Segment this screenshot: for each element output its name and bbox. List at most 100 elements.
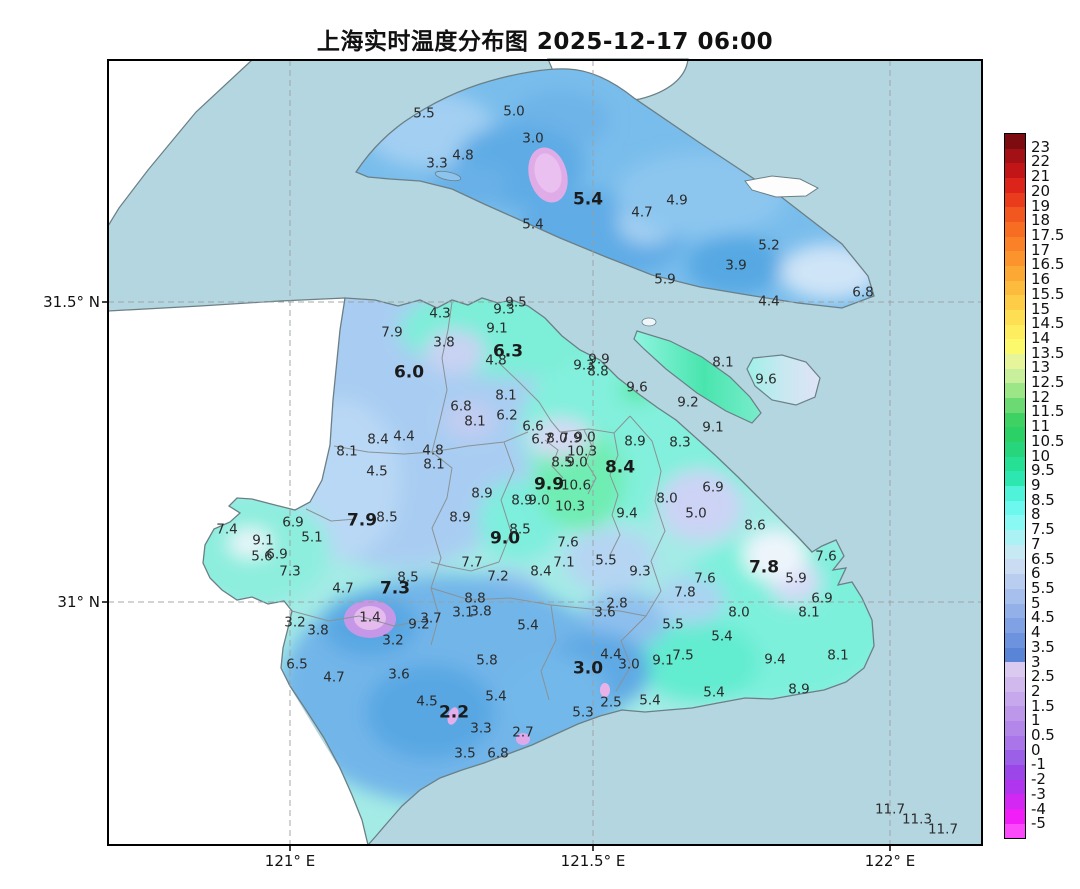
station-temp-value: 1.4 bbox=[359, 609, 381, 626]
colorbar-segment bbox=[1005, 500, 1025, 516]
station-temp-value: 8.1 bbox=[464, 413, 486, 430]
colorbar-tick-label: 3 bbox=[1031, 652, 1041, 671]
station-temp-value: 6.8 bbox=[450, 398, 472, 415]
station-temp-value: 7.7 bbox=[461, 554, 483, 571]
station-temp-value: 7.8 bbox=[748, 557, 780, 578]
station-temp-value: 11.3 bbox=[901, 811, 933, 828]
colorbar-tick-label: 13 bbox=[1031, 358, 1051, 377]
colorbar-tick-label: 1.5 bbox=[1031, 696, 1055, 715]
station-temp-value: 5.4 bbox=[517, 617, 539, 634]
colorbar-segment bbox=[1005, 632, 1025, 648]
pink-dot-2 bbox=[516, 733, 530, 745]
colorbar-segment bbox=[1005, 222, 1025, 237]
hengsha-island bbox=[746, 354, 821, 406]
colorbar-segment bbox=[1005, 574, 1025, 589]
colorbar-segment bbox=[1005, 706, 1025, 721]
colorbar-tick-label: 11.5 bbox=[1031, 402, 1065, 421]
colorbar-tick-label: 8 bbox=[1031, 505, 1041, 524]
station-temp-value: 5.9 bbox=[654, 271, 676, 288]
station-temp-value: 6.9 bbox=[702, 479, 724, 496]
station-temp-value: 5.0 bbox=[503, 103, 525, 120]
station-temp-value: 6.6 bbox=[522, 418, 544, 435]
station-temp-value: 8.0 bbox=[728, 604, 750, 621]
colorbar-tick-label: -1 bbox=[1031, 755, 1046, 774]
colorbar-segment bbox=[1005, 427, 1025, 443]
colorbar-tick-label: 16 bbox=[1031, 270, 1051, 289]
plot-border bbox=[107, 59, 983, 846]
coastline-northwest bbox=[107, 59, 253, 227]
colorbar-tick-label: 22 bbox=[1031, 152, 1051, 171]
colorbar-segment bbox=[1005, 383, 1025, 399]
station-temp-value: 4.7 bbox=[332, 580, 354, 597]
station-temp-value: 7.5 bbox=[672, 647, 694, 664]
colorbar bbox=[1004, 133, 1026, 839]
station-temp-value: 7.3 bbox=[279, 563, 301, 580]
station-temp-value: 5.4 bbox=[485, 688, 507, 705]
station-temp-value: 4.8 bbox=[422, 442, 444, 459]
station-temp-value: 9.9 bbox=[588, 351, 610, 368]
station-temp-value: 5.8 bbox=[476, 652, 498, 669]
colorbar-tick-label: 23 bbox=[1031, 137, 1051, 156]
station-temp-value: 3.0 bbox=[572, 658, 604, 679]
land-outside-northwest bbox=[108, 60, 252, 226]
station-temp-value: 8.9 bbox=[471, 485, 493, 502]
colorbar-segment bbox=[1005, 779, 1025, 795]
station-temp-value: 8.8 bbox=[464, 590, 486, 607]
station-temp-value: 8.0 bbox=[656, 490, 678, 507]
station-temp-value: 3.8 bbox=[470, 603, 492, 620]
colorbar-segment bbox=[1005, 647, 1025, 663]
colorbar-tick-label: 17 bbox=[1031, 240, 1051, 259]
colorbar-segment bbox=[1005, 236, 1025, 252]
station-temp-value: 4.4 bbox=[600, 646, 622, 663]
colorbar-tick-label: -2 bbox=[1031, 770, 1046, 789]
colorbar-segment bbox=[1005, 324, 1025, 340]
colorbar-tick-label: 15.5 bbox=[1031, 284, 1065, 303]
station-temp-value: 3.9 bbox=[725, 257, 747, 274]
colorbar-segment bbox=[1005, 808, 1025, 824]
land-outside-west bbox=[108, 298, 368, 845]
station-temp-value: 8.1 bbox=[495, 387, 517, 404]
colorbar-segment bbox=[1005, 750, 1025, 765]
station-temp-value: 5.9 bbox=[785, 570, 807, 587]
pink-dot-1 bbox=[600, 683, 610, 697]
station-temp-value: 2.7 bbox=[512, 724, 534, 741]
station-temp-value: 3.7 bbox=[420, 610, 442, 627]
station-temp-value: 3.2 bbox=[284, 614, 306, 631]
station-temp-value: 9.1 bbox=[652, 652, 674, 669]
station-temp-value: 8.1 bbox=[336, 443, 358, 460]
station-temp-value: 3.2 bbox=[382, 632, 404, 649]
station-temp-value: 4.7 bbox=[323, 669, 345, 686]
station-temp-value: 5.4 bbox=[522, 216, 544, 233]
colorbar-tick-label: 5.5 bbox=[1031, 578, 1055, 597]
colorbar-tick-label: 2.5 bbox=[1031, 667, 1055, 686]
colorbar-tick-label: 13.5 bbox=[1031, 343, 1065, 362]
station-temp-value: 11.7 bbox=[874, 801, 906, 818]
colorbar-segment bbox=[1005, 310, 1025, 325]
colorbar-tick-label: 15 bbox=[1031, 299, 1051, 318]
colorbar-segment bbox=[1005, 544, 1025, 560]
station-temp-value: 6.2 bbox=[496, 407, 518, 424]
colorbar-segment bbox=[1005, 192, 1025, 208]
station-temp-value: 7.9 bbox=[346, 510, 378, 531]
station-temp-value: 6.9 bbox=[266, 546, 288, 563]
station-temp-value: 5.6 bbox=[251, 548, 273, 565]
station-temp-value: 3.3 bbox=[426, 155, 448, 172]
station-temp-value: 3.8 bbox=[307, 622, 329, 639]
station-temp-value: 8.4 bbox=[367, 431, 389, 448]
colorbar-segment bbox=[1005, 295, 1025, 311]
colorbar-tick-label: 9 bbox=[1031, 476, 1041, 494]
station-temp-value: 5.4 bbox=[572, 189, 604, 210]
colorbar-segment bbox=[1005, 823, 1025, 839]
station-temp-value: 9.9 bbox=[533, 474, 565, 495]
station-temp-value: 8.4 bbox=[604, 457, 636, 478]
colorbar-segment bbox=[1005, 735, 1025, 751]
colorbar-segment bbox=[1005, 442, 1025, 457]
station-temp-value: 7.9 bbox=[560, 430, 582, 447]
station-temp-value: 3.1 bbox=[452, 604, 474, 621]
colorbar-segment bbox=[1005, 280, 1025, 296]
colorbar-segment bbox=[1005, 266, 1025, 281]
station-temp-value: 8.5 bbox=[551, 454, 573, 471]
